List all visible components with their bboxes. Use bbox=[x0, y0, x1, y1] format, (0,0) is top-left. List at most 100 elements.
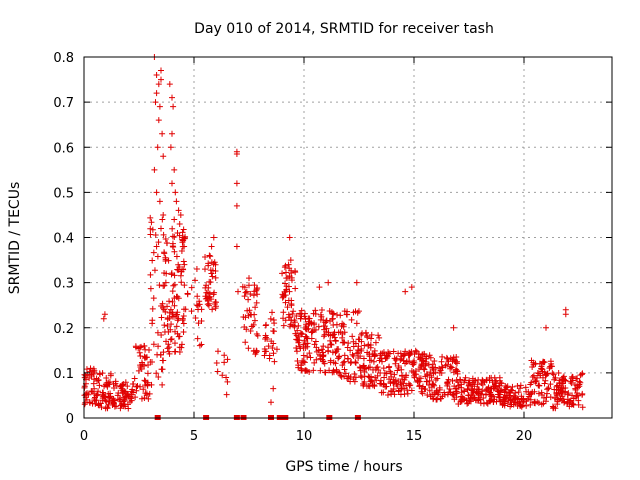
data-point bbox=[310, 310, 317, 317]
data-point bbox=[168, 270, 175, 277]
data-point bbox=[575, 401, 582, 408]
data-point bbox=[169, 94, 175, 101]
data-point bbox=[436, 384, 443, 391]
data-point bbox=[558, 390, 565, 397]
data-point bbox=[444, 355, 451, 362]
data-point bbox=[94, 391, 101, 398]
data-point bbox=[136, 349, 143, 356]
data-point bbox=[247, 291, 254, 298]
data-point bbox=[423, 378, 430, 385]
data-point bbox=[112, 378, 119, 385]
data-point bbox=[116, 396, 123, 403]
data-point bbox=[476, 394, 483, 401]
x-tick-label: 20 bbox=[516, 429, 533, 444]
data-point bbox=[173, 253, 180, 260]
data-point bbox=[339, 362, 346, 369]
data-point bbox=[330, 310, 337, 317]
data-point bbox=[286, 234, 293, 241]
data-point bbox=[162, 235, 169, 242]
data-point bbox=[270, 385, 277, 392]
data-point bbox=[280, 309, 287, 316]
data-point bbox=[147, 285, 154, 292]
data-point bbox=[497, 387, 504, 394]
data-point bbox=[182, 306, 189, 313]
data-point bbox=[511, 399, 518, 406]
data-point bbox=[303, 334, 310, 341]
data-point bbox=[150, 341, 157, 348]
data-point bbox=[181, 282, 188, 289]
data-point bbox=[293, 345, 300, 352]
data-point bbox=[306, 368, 313, 375]
data-point bbox=[114, 392, 121, 399]
data-point bbox=[550, 371, 557, 378]
data-point bbox=[181, 243, 188, 250]
data-point bbox=[298, 331, 305, 338]
data-point bbox=[192, 315, 199, 322]
x-axis-label: GPS time / hours bbox=[285, 459, 402, 475]
data-point bbox=[291, 317, 298, 324]
data-point bbox=[407, 382, 414, 389]
data-point bbox=[415, 354, 422, 361]
data-point bbox=[538, 401, 545, 408]
data-point bbox=[368, 377, 375, 384]
data-point bbox=[337, 312, 344, 319]
data-point bbox=[124, 390, 131, 397]
data-point bbox=[357, 353, 364, 360]
data-point bbox=[337, 328, 344, 335]
data-point bbox=[505, 396, 512, 403]
data-point bbox=[174, 330, 181, 337]
data-point bbox=[559, 388, 566, 395]
data-point bbox=[313, 356, 320, 363]
data-point bbox=[130, 381, 137, 388]
data-point bbox=[175, 261, 182, 268]
y-tick-label: 0.1 bbox=[53, 367, 74, 382]
data-point bbox=[177, 272, 184, 279]
data-point bbox=[579, 404, 586, 411]
data-point bbox=[157, 351, 164, 358]
data-point bbox=[367, 364, 374, 371]
data-point bbox=[223, 374, 230, 381]
data-point bbox=[243, 288, 250, 295]
data-point bbox=[212, 274, 219, 281]
data-point bbox=[145, 395, 152, 402]
data-point bbox=[212, 261, 219, 268]
data-point bbox=[317, 355, 324, 362]
data-point bbox=[245, 296, 252, 303]
data-point bbox=[536, 370, 543, 377]
data-point bbox=[150, 295, 157, 302]
data-point bbox=[316, 284, 323, 291]
data-point bbox=[202, 254, 209, 261]
data-point bbox=[178, 248, 185, 255]
data-point bbox=[352, 359, 359, 366]
data-point bbox=[281, 264, 288, 271]
data-point bbox=[348, 316, 355, 323]
data-point bbox=[212, 305, 219, 312]
data-point bbox=[453, 390, 460, 397]
data-point bbox=[330, 367, 337, 374]
data-point bbox=[341, 352, 348, 359]
data-point bbox=[356, 336, 363, 343]
data-point bbox=[160, 153, 167, 160]
data-point bbox=[332, 337, 339, 344]
data-point bbox=[174, 229, 181, 236]
data-point bbox=[285, 261, 292, 268]
data-point bbox=[145, 347, 152, 354]
data-point bbox=[302, 316, 309, 323]
data-point bbox=[209, 306, 216, 313]
data-points bbox=[81, 54, 586, 420]
data-point bbox=[444, 380, 451, 387]
data-point bbox=[88, 372, 95, 379]
data-point bbox=[467, 381, 474, 388]
data-point bbox=[251, 311, 258, 318]
data-point bbox=[444, 381, 451, 388]
data-point bbox=[168, 335, 175, 342]
data-point bbox=[304, 343, 311, 350]
data-point bbox=[529, 373, 536, 380]
data-point bbox=[320, 352, 327, 359]
data-point bbox=[184, 290, 191, 297]
data-point bbox=[312, 338, 319, 345]
data-point bbox=[288, 277, 295, 284]
data-point bbox=[341, 366, 348, 373]
data-point bbox=[178, 344, 185, 351]
data-point bbox=[462, 374, 469, 381]
